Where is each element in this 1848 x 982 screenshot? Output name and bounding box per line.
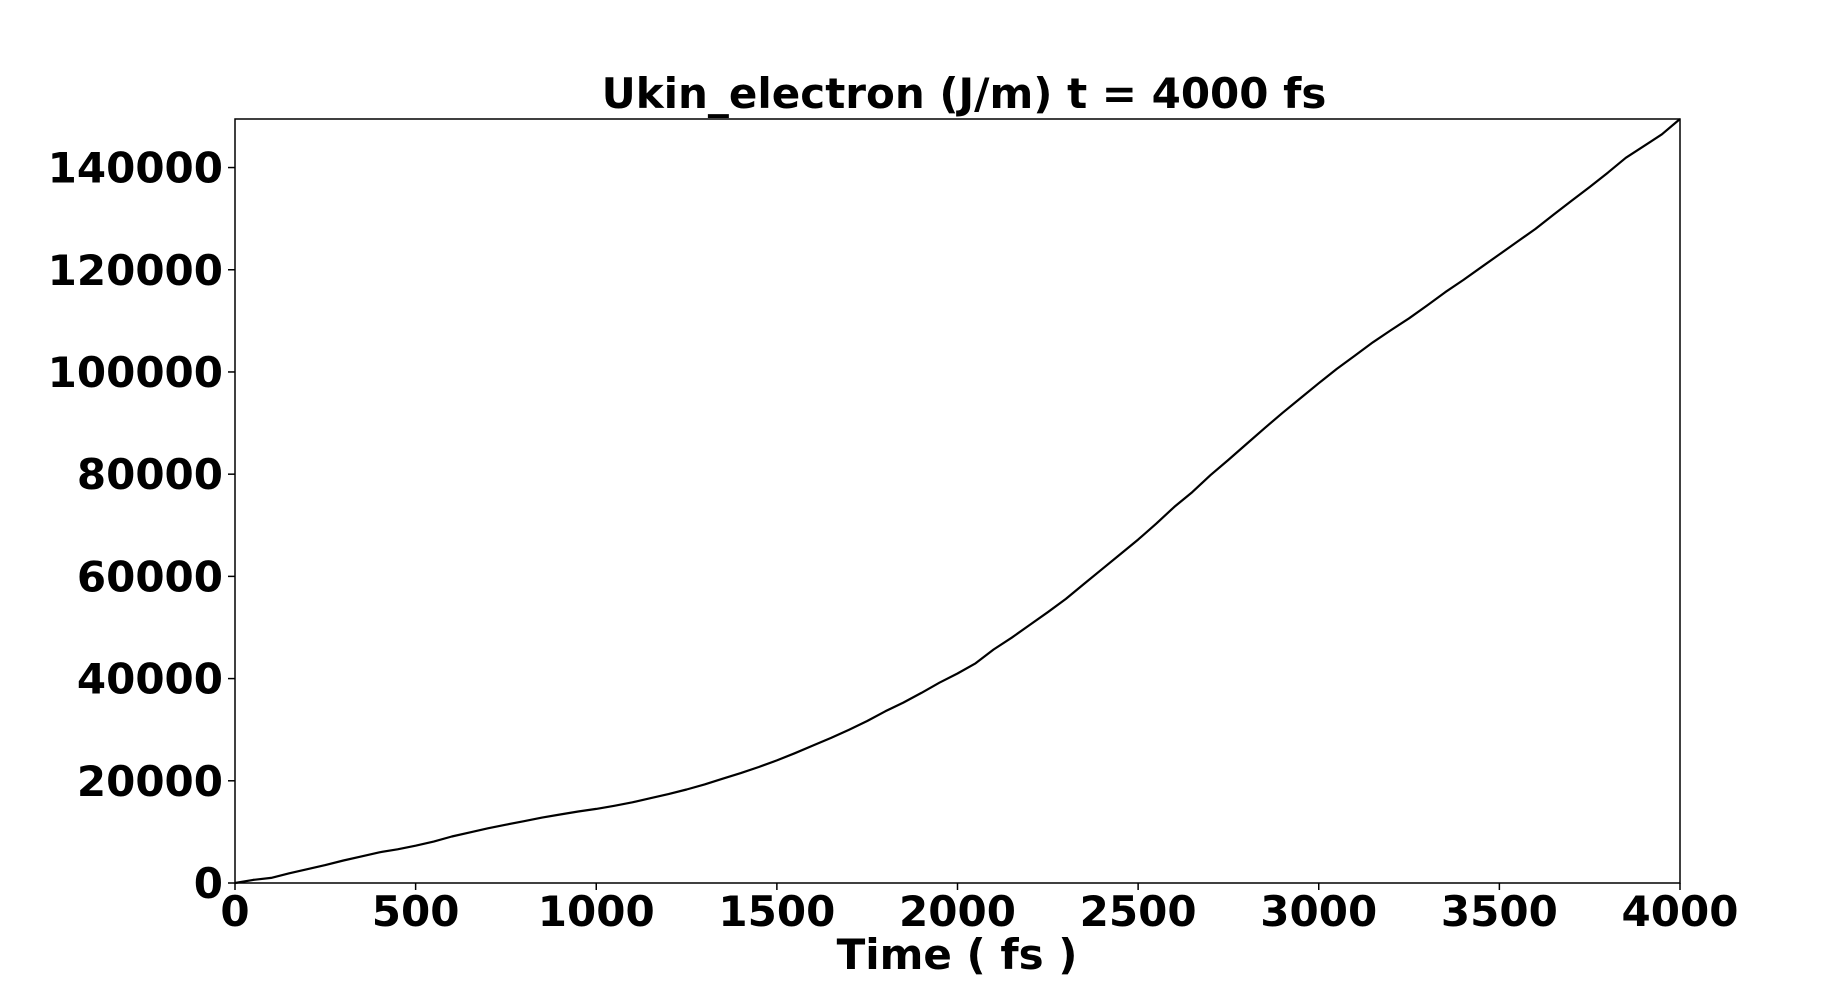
y-tick-label: 40000 [77, 655, 223, 704]
y-tick-label: 140000 [48, 144, 223, 193]
x-tick-label: 4000 [1622, 887, 1739, 936]
x-tick-label: 0 [220, 887, 249, 936]
y-axis-ticks: 0 20000 40000 60000 80000 100000 120000 140000 [48, 144, 235, 908]
y-tick-label: 80000 [77, 450, 223, 499]
x-tick-label: 500 [372, 887, 460, 936]
x-tick-label: 2000 [899, 887, 1016, 936]
x-axis-label: Time ( fs ) [837, 930, 1078, 979]
x-tick-label: 2500 [1080, 887, 1197, 936]
y-tick-label: 100000 [48, 348, 223, 397]
x-tick-label: 1500 [718, 887, 835, 936]
y-tick-label: 120000 [48, 246, 223, 295]
x-axis-ticks: 0 500 1000 1500 2000 2500 3000 3500 4000 [220, 883, 1738, 936]
x-tick-label: 3000 [1260, 887, 1377, 936]
y-tick-label: 0 [194, 859, 223, 908]
chart-title: Ukin_electron (J/m) t = 4000 fs [602, 69, 1327, 118]
y-tick-label: 60000 [77, 552, 223, 601]
x-tick-label: 3500 [1441, 887, 1558, 936]
series-line [234, 118, 1681, 885]
plot-frame [234, 118, 1681, 884]
x-tick-label: 1000 [538, 887, 655, 936]
y-tick-label: 20000 [77, 757, 223, 806]
